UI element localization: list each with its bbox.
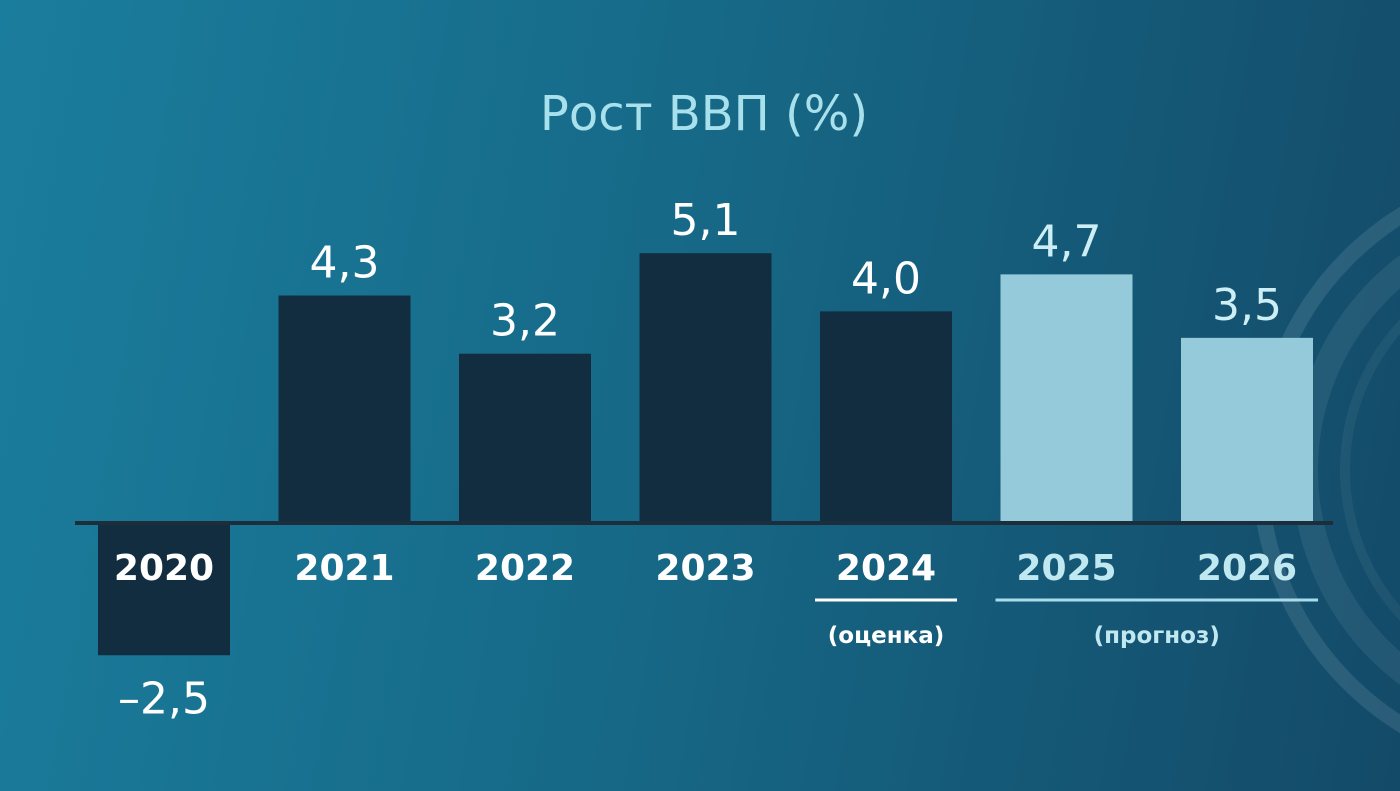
year-label-2022: 2022 — [475, 548, 575, 589]
bar-2021 — [278, 295, 411, 523]
bar-2020 — [98, 523, 230, 656]
value-label-2024: 4,0 — [851, 253, 921, 304]
chart-title: Рост ВВП (%) — [540, 86, 868, 142]
value-label-2023: 5,1 — [671, 195, 741, 246]
year-label-2020: 2020 — [114, 548, 214, 589]
year-label-2021: 2021 — [294, 548, 394, 589]
value-label-2026: 3,5 — [1212, 280, 1282, 331]
value-label-2021: 4,3 — [310, 238, 380, 289]
bar-2025 — [1000, 274, 1133, 523]
year-label-2025: 2025 — [1016, 548, 1116, 589]
labels-layer: –2,5 2020 4,3 2021 3,2 2022 5,1 2023 4,0 2024 4,7 2… — [114, 195, 1318, 724]
bar-2026 — [1181, 337, 1313, 523]
value-label-2020: –2,5 — [118, 673, 210, 724]
annotation-label-1: (оценка) — [828, 623, 945, 649]
annotation-label-2: (прогноз) — [1094, 623, 1220, 649]
year-label-2023: 2023 — [655, 548, 755, 589]
bar-2024 — [820, 311, 952, 523]
year-label-2024: 2024 — [836, 548, 936, 589]
value-label-2025: 4,7 — [1032, 216, 1102, 267]
bar-2022 — [459, 353, 591, 523]
value-label-2022: 3,2 — [490, 296, 560, 347]
bars-layer — [98, 253, 1313, 656]
year-label-2026: 2026 — [1197, 548, 1297, 589]
bar-2023 — [639, 253, 772, 523]
